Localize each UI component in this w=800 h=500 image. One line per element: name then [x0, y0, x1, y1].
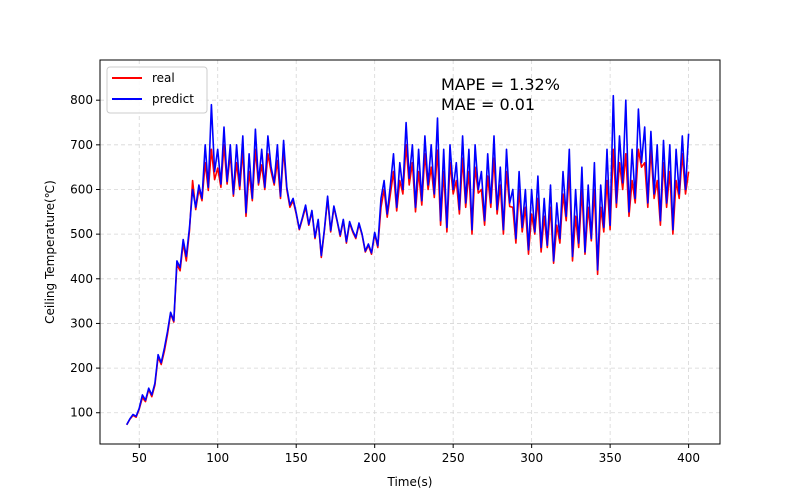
- series-line-predict: [125, 94, 690, 426]
- x-tick-label: 350: [599, 451, 622, 465]
- legend-label-real: real: [152, 71, 175, 85]
- x-tick-label: 200: [363, 451, 386, 465]
- x-tick-label: 100: [206, 451, 229, 465]
- y-tick-label: 600: [70, 182, 93, 196]
- legend-label-predict: predict: [152, 92, 194, 106]
- y-tick-label: 200: [70, 361, 93, 375]
- grid: [100, 60, 720, 444]
- y-tick-label: 300: [70, 316, 93, 330]
- y-tick-label: 400: [70, 272, 93, 286]
- y-tick-label: 800: [70, 93, 93, 107]
- x-tick-label: 250: [442, 451, 465, 465]
- mape-annotation: MAPE = 1.32%: [441, 75, 560, 94]
- y-tick-label: 500: [70, 227, 93, 241]
- x-tick-label: 50: [132, 451, 147, 465]
- x-tick-label: 300: [520, 451, 543, 465]
- y-axis-label: Ceiling Temperature(℃): [43, 180, 57, 324]
- x-axis-ticks: 50 100 150 200 250 300 350 400: [132, 444, 700, 465]
- plot-area-frame: [99, 59, 721, 445]
- y-axis-ticks: 100 200 300 400 500 600 700 800: [70, 93, 100, 420]
- y-tick-label: 100: [70, 406, 93, 420]
- y-tick-label: 700: [70, 138, 93, 152]
- x-tick-label: 150: [285, 451, 308, 465]
- legend: real predict: [106, 66, 208, 114]
- series-layer: [125, 94, 690, 426]
- x-tick-label: 400: [677, 451, 700, 465]
- mae-annotation: MAE = 0.01: [441, 95, 535, 114]
- x-axis-label: Time(s): [387, 475, 433, 489]
